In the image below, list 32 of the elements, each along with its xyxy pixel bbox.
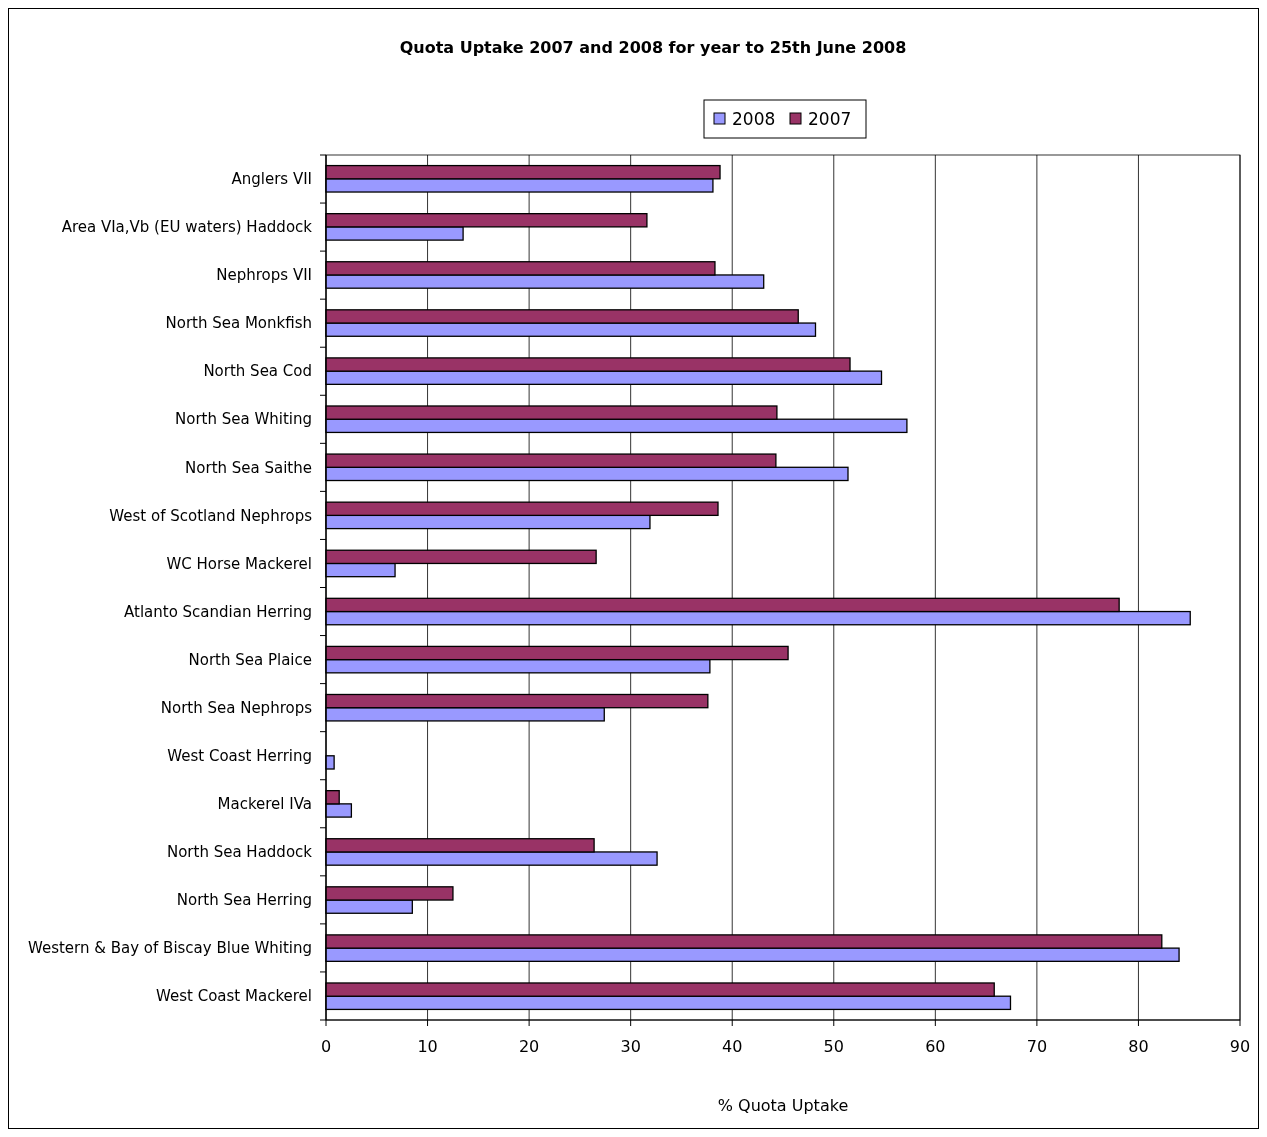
x-tick-label: 20	[518, 1037, 540, 1056]
x-tick-label: 90	[1229, 1037, 1251, 1056]
x-tick-label: 80	[1128, 1037, 1149, 1056]
legend-label: 2008	[732, 108, 776, 129]
y-tick-label: North Sea Nephrops	[160, 698, 313, 717]
y-tick-label: North Sea Saithe	[185, 458, 312, 477]
y-tick-label: North Sea Monkfish	[165, 314, 312, 333]
chart-title: Quota Uptake 2007 and 2008 for year to 25th June 2008	[399, 38, 907, 57]
y-tick-label: North Sea Herring	[176, 891, 312, 910]
legend-label: 2007	[808, 108, 852, 129]
y-tick-label: North Sea Whiting	[174, 410, 312, 429]
x-tick-label: 0	[320, 1037, 332, 1056]
y-tick-label: Mackerel IVa	[217, 795, 312, 814]
y-tick-label: WC Horse Mackerel	[166, 554, 312, 573]
x-tick-label: 10	[417, 1037, 438, 1056]
y-tick-label: Anglers VII	[231, 170, 312, 189]
y-tick-label: West Coast Mackerel	[156, 987, 312, 1006]
x-tick-label: 50	[823, 1037, 844, 1056]
y-tick-label: North Sea Haddock	[166, 843, 313, 862]
y-tick-label: North Sea Plaice	[188, 650, 312, 669]
y-tick-label: North Sea Cod	[203, 362, 312, 381]
x-tick-label: 60	[925, 1037, 946, 1056]
y-tick-label: West Coast Herring	[167, 747, 312, 766]
y-tick-label: Area VIa,Vb (EU waters) Haddock	[61, 218, 313, 237]
y-tick-label: Atlanto Scandian Herring	[124, 602, 312, 621]
x-axis-title: % Quota Uptake	[717, 1096, 849, 1115]
y-tick-label: West of Scotland Nephrops	[109, 506, 313, 525]
y-tick-label: Western & Bay of Biscay Blue Whiting	[27, 939, 312, 958]
x-tick-label: 30	[620, 1037, 641, 1056]
x-tick-label: 70	[1026, 1037, 1048, 1056]
x-tick-label: 40	[722, 1037, 743, 1056]
y-tick-label: Nephrops VII	[216, 266, 312, 285]
